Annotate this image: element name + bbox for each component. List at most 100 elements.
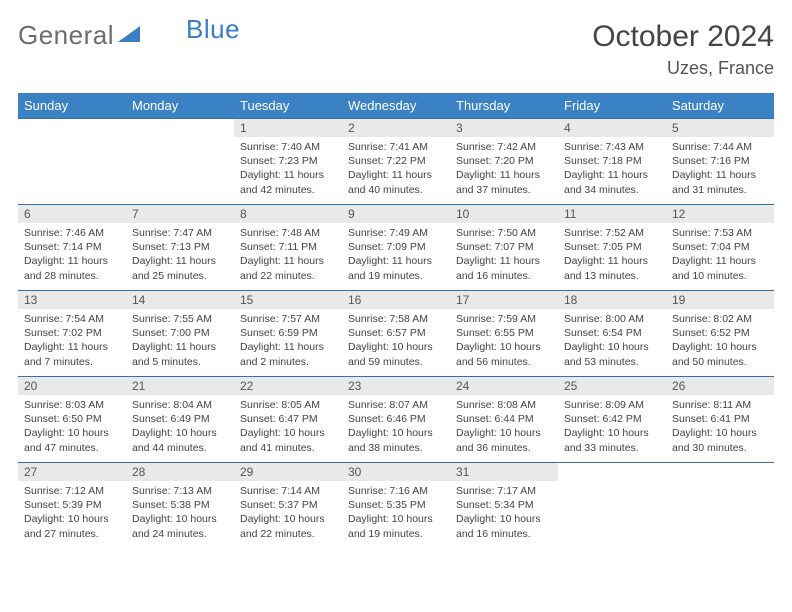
day-detail-line: Sunset: 6:54 PM — [564, 326, 660, 340]
day-details: Sunrise: 7:55 AMSunset: 7:00 PMDaylight:… — [126, 309, 234, 373]
day-detail-line: Sunset: 6:47 PM — [240, 412, 336, 426]
day-detail-line: Daylight: 11 hours — [672, 254, 768, 268]
calendar-day-cell: 19Sunrise: 8:02 AMSunset: 6:52 PMDayligh… — [666, 291, 774, 377]
day-of-week-row: SundayMondayTuesdayWednesdayThursdayFrid… — [18, 93, 774, 119]
calendar-week-row: 13Sunrise: 7:54 AMSunset: 7:02 PMDayligh… — [18, 291, 774, 377]
day-number: 9 — [342, 205, 450, 223]
day-detail-line: Daylight: 10 hours — [564, 340, 660, 354]
day-of-week-header: Friday — [558, 93, 666, 119]
day-detail-line: and 28 minutes. — [24, 269, 120, 283]
triangle-icon — [118, 24, 140, 47]
day-of-week-header: Saturday — [666, 93, 774, 119]
day-details: Sunrise: 8:03 AMSunset: 6:50 PMDaylight:… — [18, 395, 126, 459]
day-detail-line: and 56 minutes. — [456, 355, 552, 369]
day-details: Sunrise: 7:46 AMSunset: 7:14 PMDaylight:… — [18, 223, 126, 287]
day-detail-line: Sunset: 6:57 PM — [348, 326, 444, 340]
day-detail-line: Daylight: 10 hours — [456, 512, 552, 526]
day-details: Sunrise: 7:13 AMSunset: 5:38 PMDaylight:… — [126, 481, 234, 545]
day-details: Sunrise: 8:02 AMSunset: 6:52 PMDaylight:… — [666, 309, 774, 373]
calendar-day-cell: 6Sunrise: 7:46 AMSunset: 7:14 PMDaylight… — [18, 205, 126, 291]
calendar-week-row: 20Sunrise: 8:03 AMSunset: 6:50 PMDayligh… — [18, 377, 774, 463]
day-detail-line: Sunrise: 8:08 AM — [456, 398, 552, 412]
calendar-day-cell: 2Sunrise: 7:41 AMSunset: 7:22 PMDaylight… — [342, 119, 450, 205]
day-detail-line: and 25 minutes. — [132, 269, 228, 283]
day-detail-line: Sunset: 6:59 PM — [240, 326, 336, 340]
day-detail-line: Sunset: 7:07 PM — [456, 240, 552, 254]
day-detail-line: and 38 minutes. — [348, 441, 444, 455]
day-number: 10 — [450, 205, 558, 223]
day-detail-line: and 24 minutes. — [132, 527, 228, 541]
day-of-week-header: Sunday — [18, 93, 126, 119]
brand-name-part2: Blue — [186, 14, 240, 45]
day-detail-line: Daylight: 10 hours — [672, 340, 768, 354]
day-number: 20 — [18, 377, 126, 395]
day-detail-line: and 22 minutes. — [240, 269, 336, 283]
day-details: Sunrise: 7:50 AMSunset: 7:07 PMDaylight:… — [450, 223, 558, 287]
day-detail-line: and 47 minutes. — [24, 441, 120, 455]
day-detail-line: Sunrise: 7:43 AM — [564, 140, 660, 154]
day-of-week-header: Monday — [126, 93, 234, 119]
calendar-day-cell: .. — [126, 119, 234, 205]
day-detail-line: Daylight: 11 hours — [456, 254, 552, 268]
day-number: 6 — [18, 205, 126, 223]
day-number: 3 — [450, 119, 558, 137]
day-number: 25 — [558, 377, 666, 395]
day-detail-line: Sunset: 7:13 PM — [132, 240, 228, 254]
day-detail-line: Sunset: 7:14 PM — [24, 240, 120, 254]
day-detail-line: and 10 minutes. — [672, 269, 768, 283]
calendar-week-row: ....1Sunrise: 7:40 AMSunset: 7:23 PMDayl… — [18, 119, 774, 205]
day-detail-line: Daylight: 11 hours — [672, 168, 768, 182]
day-detail-line: Daylight: 11 hours — [240, 254, 336, 268]
day-detail-line: Sunrise: 8:02 AM — [672, 312, 768, 326]
day-detail-line: Sunset: 6:50 PM — [24, 412, 120, 426]
day-detail-line: Daylight: 11 hours — [132, 340, 228, 354]
day-number: 19 — [666, 291, 774, 309]
day-detail-line: Daylight: 10 hours — [672, 426, 768, 440]
calendar-day-cell: 22Sunrise: 8:05 AMSunset: 6:47 PMDayligh… — [234, 377, 342, 463]
day-number: 18 — [558, 291, 666, 309]
day-detail-line: Sunset: 7:00 PM — [132, 326, 228, 340]
day-detail-line: Daylight: 11 hours — [24, 340, 120, 354]
day-details: Sunrise: 7:57 AMSunset: 6:59 PMDaylight:… — [234, 309, 342, 373]
day-detail-line: Sunrise: 7:49 AM — [348, 226, 444, 240]
day-detail-line: Sunset: 6:55 PM — [456, 326, 552, 340]
day-number: 5 — [666, 119, 774, 137]
day-detail-line: Sunrise: 8:07 AM — [348, 398, 444, 412]
day-detail-line: Daylight: 11 hours — [132, 254, 228, 268]
day-detail-line: Sunset: 7:11 PM — [240, 240, 336, 254]
calendar-day-cell: 25Sunrise: 8:09 AMSunset: 6:42 PMDayligh… — [558, 377, 666, 463]
day-detail-line: Sunset: 7:20 PM — [456, 154, 552, 168]
calendar-day-cell: 1Sunrise: 7:40 AMSunset: 7:23 PMDaylight… — [234, 119, 342, 205]
day-detail-line: and 16 minutes. — [456, 527, 552, 541]
day-detail-line: Sunrise: 7:48 AM — [240, 226, 336, 240]
day-detail-line: and 5 minutes. — [132, 355, 228, 369]
location-label: Uzes, France — [592, 58, 774, 79]
day-detail-line: Sunrise: 7:52 AM — [564, 226, 660, 240]
day-detail-line: and 22 minutes. — [240, 527, 336, 541]
calendar-day-cell: 26Sunrise: 8:11 AMSunset: 6:41 PMDayligh… — [666, 377, 774, 463]
day-details: Sunrise: 7:47 AMSunset: 7:13 PMDaylight:… — [126, 223, 234, 287]
day-detail-line: Daylight: 11 hours — [348, 168, 444, 182]
day-detail-line: Sunrise: 7:40 AM — [240, 140, 336, 154]
day-details: Sunrise: 8:04 AMSunset: 6:49 PMDaylight:… — [126, 395, 234, 459]
day-number: 17 — [450, 291, 558, 309]
day-number: 7 — [126, 205, 234, 223]
day-detail-line: Sunrise: 7:47 AM — [132, 226, 228, 240]
day-detail-line: and 33 minutes. — [564, 441, 660, 455]
day-detail-line: Sunrise: 7:16 AM — [348, 484, 444, 498]
calendar-day-cell: 15Sunrise: 7:57 AMSunset: 6:59 PMDayligh… — [234, 291, 342, 377]
day-detail-line: Sunrise: 7:50 AM — [456, 226, 552, 240]
day-of-week-header: Thursday — [450, 93, 558, 119]
calendar-day-cell: 4Sunrise: 7:43 AMSunset: 7:18 PMDaylight… — [558, 119, 666, 205]
calendar-day-cell: 3Sunrise: 7:42 AMSunset: 7:20 PMDaylight… — [450, 119, 558, 205]
day-detail-line: Sunset: 6:46 PM — [348, 412, 444, 426]
calendar-day-cell: 17Sunrise: 7:59 AMSunset: 6:55 PMDayligh… — [450, 291, 558, 377]
day-detail-line: Daylight: 11 hours — [456, 168, 552, 182]
calendar-day-cell: 31Sunrise: 7:17 AMSunset: 5:34 PMDayligh… — [450, 463, 558, 549]
day-detail-line: Daylight: 10 hours — [132, 512, 228, 526]
day-detail-line: Sunset: 5:38 PM — [132, 498, 228, 512]
day-detail-line: and 7 minutes. — [24, 355, 120, 369]
day-number: 13 — [18, 291, 126, 309]
day-detail-line: Daylight: 10 hours — [132, 426, 228, 440]
day-detail-line: Sunrise: 7:13 AM — [132, 484, 228, 498]
